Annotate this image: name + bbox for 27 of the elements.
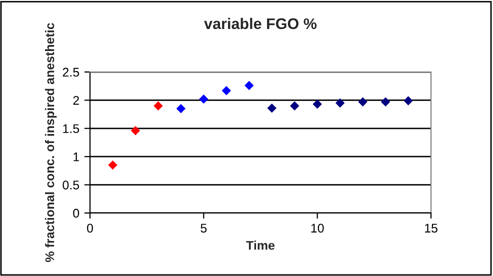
y-tick-label: 0.5 <box>62 180 80 190</box>
y-tick-label: 2 <box>73 96 79 105</box>
y-tick-label: 1 <box>74 152 79 162</box>
y-tick-label: 0 <box>73 208 80 218</box>
y-tick-label: 1.5 <box>63 124 80 134</box>
point <box>335 98 345 108</box>
x-tick-label: 0 <box>87 224 93 233</box>
point <box>176 104 186 114</box>
point <box>154 101 163 110</box>
point <box>222 86 232 96</box>
chart-title: variable FGO % <box>204 18 317 30</box>
point <box>312 100 322 109</box>
y-axis-title: % fractional conc. of inspired anesthetic <box>45 23 57 262</box>
point <box>244 80 254 90</box>
point <box>380 97 390 106</box>
x-tick-label: 15 <box>425 224 438 233</box>
point <box>267 103 276 113</box>
point <box>130 126 140 136</box>
point <box>199 94 208 104</box>
point <box>108 160 118 170</box>
point <box>404 96 413 106</box>
point <box>290 101 300 110</box>
x-axis-title: Time <box>246 240 275 250</box>
x-tick-label: 10 <box>311 224 324 233</box>
x-tick-label: 5 <box>200 224 207 233</box>
point <box>358 97 368 106</box>
y-tick-label: 2.5 <box>62 68 80 77</box>
